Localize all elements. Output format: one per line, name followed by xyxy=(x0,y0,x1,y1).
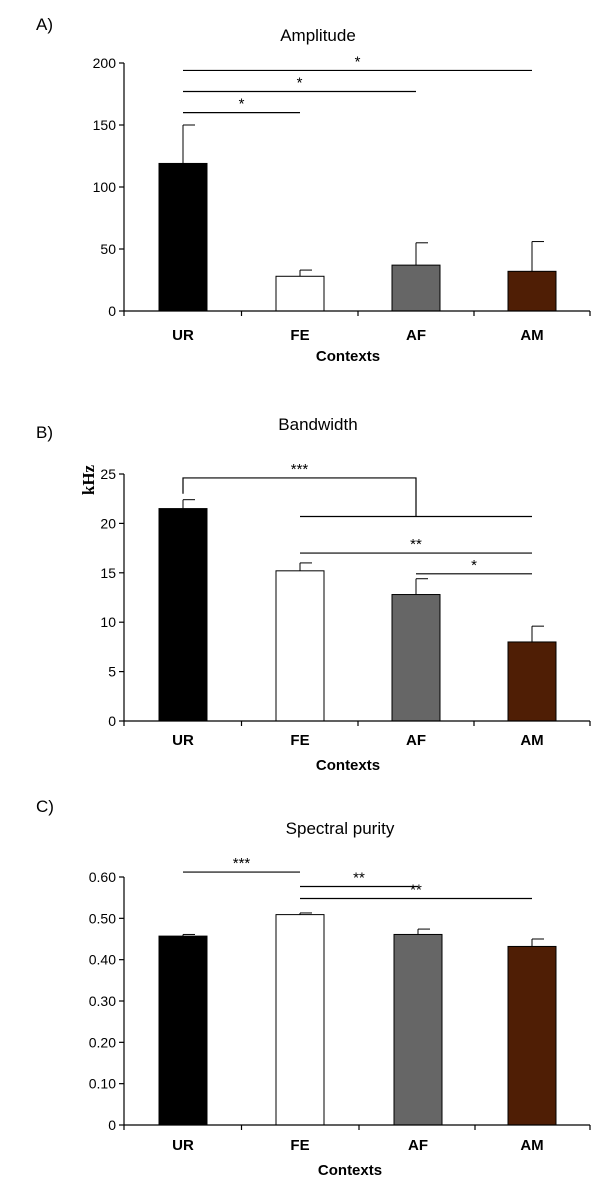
y-tick-label: 0.50 xyxy=(89,910,116,926)
bar-fe xyxy=(275,914,325,1126)
significance-label: ** xyxy=(410,536,422,553)
bar-ur xyxy=(158,508,208,722)
chart-panel-2: B) Bandwidth kHz 0 5 10 15 20 25 UR FE AF AM Contexts… xyxy=(36,415,591,774)
chart-panel-1: A) Amplitude 0 50 100 150 200 UR FE AF AM Contexts *… xyxy=(36,15,591,365)
x-axis-label: Contexts xyxy=(316,348,380,365)
chart-title: Amplitude xyxy=(280,26,356,45)
x-tick-label: UR xyxy=(172,1137,194,1154)
panel-label: A) xyxy=(36,15,53,34)
x-tick-label: FE xyxy=(290,732,309,749)
significance-label: ** xyxy=(410,881,422,898)
panel-label: B) xyxy=(36,423,53,442)
y-tick-label: 10 xyxy=(100,614,116,630)
x-tick-label: AM xyxy=(520,732,543,749)
bar-af xyxy=(393,933,443,1126)
y-tick-label: 50 xyxy=(100,241,116,257)
x-axis-label: Contexts xyxy=(316,757,380,774)
x-tick-label: AM xyxy=(520,327,543,344)
x-tick-label: AF xyxy=(406,327,426,344)
significance-label: *** xyxy=(233,855,251,872)
y-tick-label: 150 xyxy=(93,117,117,133)
x-tick-label: AM xyxy=(520,1137,543,1154)
significance-label: ** xyxy=(353,870,365,887)
y-tick-label: 0 xyxy=(108,303,116,319)
significance-label: * xyxy=(239,96,245,113)
x-axis-label: Contexts xyxy=(318,1162,382,1179)
y-tick-label: 5 xyxy=(108,664,116,680)
y-tick-label: 0 xyxy=(108,1117,116,1133)
x-tick-label: FE xyxy=(290,327,309,344)
y-tick-label: 20 xyxy=(100,515,116,531)
x-tick-label: FE xyxy=(290,1137,309,1154)
bar-am xyxy=(507,270,557,312)
x-tick-label: UR xyxy=(172,327,194,344)
bar-ur xyxy=(158,935,208,1126)
chart-panel-3: C) Spectral purity 0 0.10 0.20 0.30 0.40 0.50 0.… xyxy=(36,797,591,1179)
y-tick-label: 0.10 xyxy=(89,1076,116,1092)
y-tick-label: 15 xyxy=(100,565,116,581)
significance-label: * xyxy=(355,53,361,70)
bar-am xyxy=(507,945,557,1126)
chart-title: Bandwidth xyxy=(278,415,357,434)
significance-bracket xyxy=(182,477,532,518)
y-axis-label: kHz xyxy=(79,464,98,495)
y-tick-label: 100 xyxy=(93,179,117,195)
y-tick-label: 0.40 xyxy=(89,952,116,968)
y-tick-label: 0.20 xyxy=(89,1034,116,1050)
significance-label: * xyxy=(297,75,303,92)
y-tick-label: 0.30 xyxy=(89,993,116,1009)
significance-label: * xyxy=(471,557,477,574)
bar-am xyxy=(507,641,557,722)
x-tick-label: UR xyxy=(172,732,194,749)
chart-title: Spectral purity xyxy=(286,819,395,838)
y-tick-label: 0 xyxy=(108,713,116,729)
x-tick-label: AF xyxy=(406,732,426,749)
x-tick-label: AF xyxy=(408,1137,428,1154)
significance-label: *** xyxy=(291,461,309,478)
y-tick-label: 200 xyxy=(93,55,117,71)
bar-ur xyxy=(158,162,208,312)
y-tick-label: 25 xyxy=(100,466,116,482)
bar-fe xyxy=(275,570,325,722)
y-tick-label: 0.60 xyxy=(89,869,116,885)
bar-af xyxy=(391,264,441,312)
bar-fe xyxy=(275,275,325,312)
bar-af xyxy=(391,594,441,722)
panel-label: C) xyxy=(36,797,54,816)
